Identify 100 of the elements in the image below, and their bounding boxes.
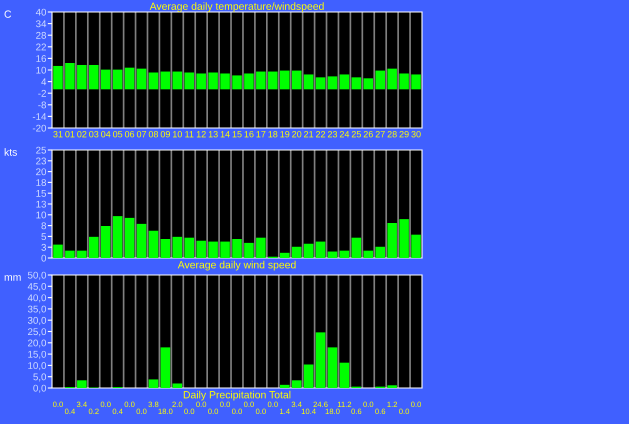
bar: [268, 72, 278, 90]
bar: [160, 347, 170, 388]
bar: [387, 385, 397, 388]
y-tick-label: 10: [36, 66, 46, 74]
bar: [148, 72, 158, 90]
bar: [232, 238, 242, 258]
y-tick-label: 8: [41, 222, 46, 230]
bar: [364, 78, 374, 90]
bar: [256, 238, 266, 258]
bar: [160, 238, 170, 258]
x-tick-label: 05: [112, 131, 122, 138]
bar: [184, 238, 194, 258]
bar: [53, 244, 63, 258]
y-axis-title: C: [4, 10, 12, 18]
bar: [328, 252, 338, 258]
y-axis-title: mm: [4, 275, 21, 281]
bar: [352, 238, 362, 258]
y-tick-label: 50,0: [28, 272, 46, 280]
y-tick-label: 25,0: [28, 328, 46, 336]
y-tick-label: 10,0: [28, 362, 46, 370]
bar: [256, 72, 266, 90]
y-tick-label: 20: [36, 168, 46, 176]
bar: [172, 383, 182, 388]
y-tick-label: 15,0: [28, 350, 46, 359]
x-tick-label: 10: [172, 131, 182, 138]
bar: [100, 70, 110, 90]
y-tick-label: 5,0: [33, 373, 46, 382]
bar: [136, 68, 146, 90]
bar: [160, 72, 170, 90]
bar: [328, 347, 338, 388]
bar: [112, 216, 122, 258]
y-tick-label: 35,0: [28, 306, 46, 314]
bar: [375, 246, 385, 258]
bar: [196, 73, 206, 90]
y-tick-label: 25: [36, 146, 46, 154]
y-tick-label: -14: [32, 113, 46, 120]
x-tick-label: 26: [364, 131, 373, 138]
bar: [387, 223, 397, 258]
x-tick-label: 21: [304, 131, 314, 138]
bar: [124, 68, 134, 90]
x-tick-label: 14: [220, 131, 230, 138]
bar: [316, 332, 326, 388]
bar: [292, 380, 302, 388]
x-tick-label: 16: [244, 131, 254, 138]
bar: [292, 70, 302, 90]
bar: [136, 224, 146, 258]
x-tick-label: 23: [328, 131, 338, 138]
bar: [375, 70, 385, 90]
bar: [220, 73, 230, 90]
x-tick-label: 17: [256, 131, 266, 138]
bar: [172, 72, 182, 90]
bar: [77, 64, 87, 90]
bar: [328, 76, 338, 90]
bar: [352, 77, 362, 90]
y-tick-label: 45,0: [28, 283, 46, 292]
x-tick-label: 06: [124, 131, 134, 138]
y-tick-label: 3: [41, 244, 46, 251]
bar: [411, 74, 421, 90]
y-tick-label: 40: [36, 8, 46, 16]
bar: [316, 77, 326, 90]
bar: [65, 63, 75, 90]
y-tick-label: 10: [36, 212, 46, 218]
bar: [316, 242, 326, 258]
bar: [220, 242, 230, 258]
y-tick-label: 20,0: [28, 340, 46, 348]
bar: [244, 242, 254, 258]
y-tick-label: 15: [36, 190, 46, 197]
bar: [112, 70, 122, 90]
bar: [148, 379, 158, 388]
y-tick-label: 16: [36, 55, 46, 62]
y-tick-label: 18: [36, 179, 46, 186]
bar: [232, 75, 242, 90]
bar: [100, 226, 110, 258]
bar: [208, 72, 218, 90]
x-tick-label: 31: [53, 131, 63, 138]
y-tick-label: -20: [32, 124, 46, 132]
x-tick-label: 08: [148, 131, 158, 138]
x-tick-label: 15: [232, 131, 242, 138]
y-tick-label: 0: [41, 254, 46, 262]
x-tick-label: 27: [376, 131, 385, 138]
x-tick-label: 25: [352, 131, 361, 138]
bar: [304, 364, 314, 388]
bar: [89, 64, 99, 90]
bar: [53, 66, 63, 90]
y-tick-label: 22: [36, 44, 46, 50]
bar: [65, 250, 75, 258]
y-tick-label: 13: [36, 200, 46, 208]
bar: [77, 380, 87, 388]
bar: [364, 250, 374, 258]
bar: [399, 73, 409, 90]
x-tick-label: 18: [268, 131, 278, 138]
x-tick-label: 13: [208, 131, 218, 138]
bar: [304, 74, 314, 90]
x-axis-title: Daily Precipitation Total: [184, 390, 290, 400]
y-tick-label: 40,0: [28, 294, 46, 302]
x-tick-label: 22: [316, 131, 326, 138]
x-tick-label: 11: [185, 131, 194, 138]
y-tick-label: 28: [36, 32, 46, 39]
y-tick-label: 4: [41, 78, 46, 86]
bar: [292, 246, 302, 258]
